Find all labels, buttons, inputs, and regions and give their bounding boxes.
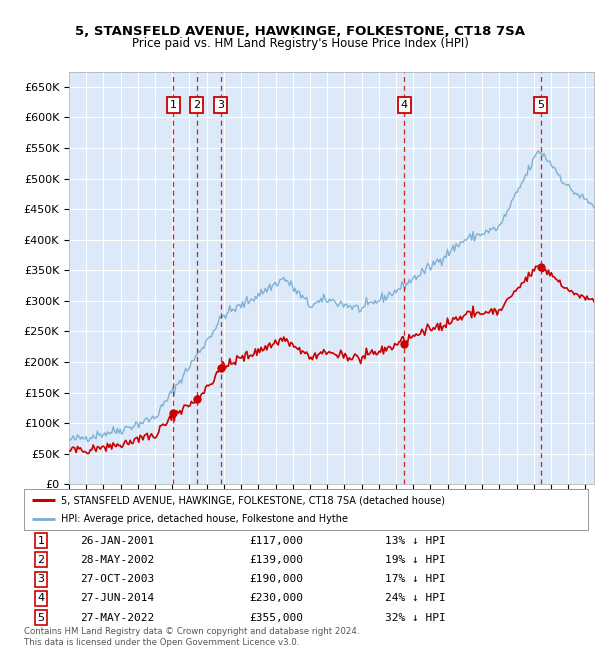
- Text: 27-JUN-2014: 27-JUN-2014: [80, 593, 155, 603]
- Text: £139,000: £139,000: [250, 555, 304, 565]
- Text: 2: 2: [193, 100, 200, 110]
- Text: 1: 1: [170, 100, 177, 110]
- Text: 5, STANSFELD AVENUE, HAWKINGE, FOLKESTONE, CT18 7SA (detached house): 5, STANSFELD AVENUE, HAWKINGE, FOLKESTON…: [61, 495, 445, 505]
- Text: £190,000: £190,000: [250, 574, 304, 584]
- Text: 3: 3: [217, 100, 224, 110]
- Text: 2: 2: [37, 555, 44, 565]
- Text: 4: 4: [37, 593, 44, 603]
- Text: £230,000: £230,000: [250, 593, 304, 603]
- Text: 27-MAY-2022: 27-MAY-2022: [80, 613, 155, 623]
- Text: 17% ↓ HPI: 17% ↓ HPI: [385, 574, 446, 584]
- Text: 3: 3: [37, 574, 44, 584]
- Text: HPI: Average price, detached house, Folkestone and Hythe: HPI: Average price, detached house, Folk…: [61, 514, 347, 524]
- Text: 26-JAN-2001: 26-JAN-2001: [80, 536, 155, 545]
- Text: 1: 1: [37, 536, 44, 545]
- Text: 27-OCT-2003: 27-OCT-2003: [80, 574, 155, 584]
- Text: 5: 5: [37, 613, 44, 623]
- Text: £355,000: £355,000: [250, 613, 304, 623]
- Text: Price paid vs. HM Land Registry's House Price Index (HPI): Price paid vs. HM Land Registry's House …: [131, 37, 469, 50]
- Text: 5, STANSFELD AVENUE, HAWKINGE, FOLKESTONE, CT18 7SA: 5, STANSFELD AVENUE, HAWKINGE, FOLKESTON…: [75, 25, 525, 38]
- Text: 28-MAY-2002: 28-MAY-2002: [80, 555, 155, 565]
- Text: 32% ↓ HPI: 32% ↓ HPI: [385, 613, 446, 623]
- Text: 5: 5: [538, 100, 544, 110]
- Text: £117,000: £117,000: [250, 536, 304, 545]
- Text: 19% ↓ HPI: 19% ↓ HPI: [385, 555, 446, 565]
- Text: 13% ↓ HPI: 13% ↓ HPI: [385, 536, 446, 545]
- Text: 24% ↓ HPI: 24% ↓ HPI: [385, 593, 446, 603]
- Text: 4: 4: [401, 100, 408, 110]
- Text: Contains HM Land Registry data © Crown copyright and database right 2024.
This d: Contains HM Land Registry data © Crown c…: [24, 627, 359, 647]
